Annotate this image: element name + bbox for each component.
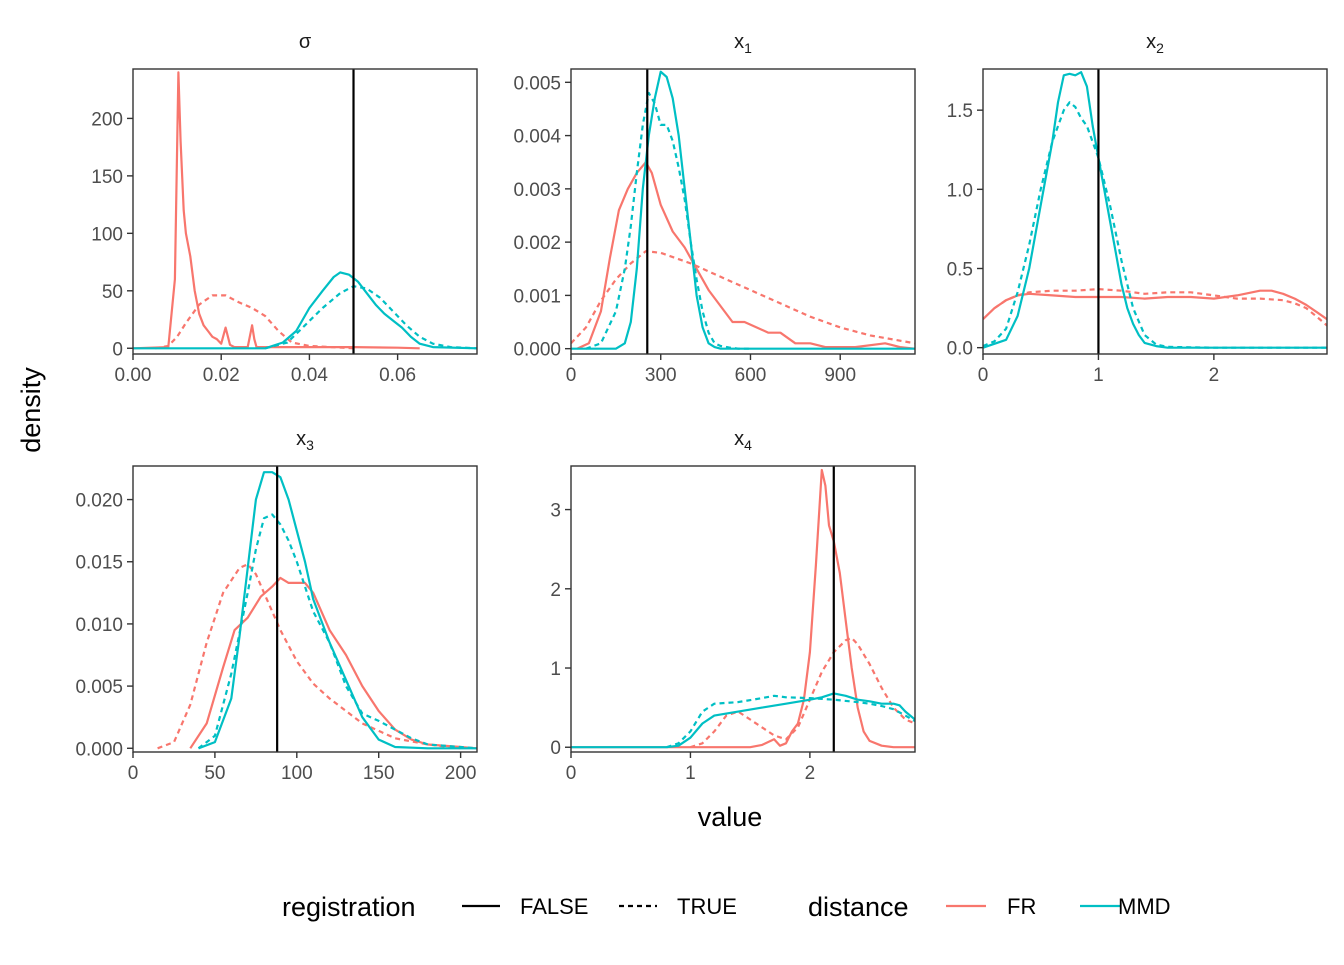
y-tick-label: 0: [112, 339, 123, 360]
density-line-mmd-false: [571, 692, 915, 749]
y-tick-label: 0.5: [947, 260, 973, 281]
panel-title: x2: [1146, 31, 1164, 56]
y-tick-label: 0.000: [75, 739, 123, 760]
panel-title: x3: [296, 428, 314, 453]
x-tick-label: 150: [363, 763, 395, 784]
x-tick-label: 0.02: [203, 365, 240, 386]
y-tick-label: 150: [91, 167, 123, 188]
density-line-fr-false: [133, 71, 420, 350]
series-group: [571, 70, 915, 350]
legend-label-fr: FR: [1007, 894, 1036, 919]
density-line-fr-false: [571, 468, 915, 749]
x-tick-label: 200: [445, 763, 477, 784]
panel-title-subscript: 2: [1156, 40, 1164, 56]
x-tick-label: 900: [824, 365, 856, 386]
panel-title-subscript: 4: [744, 437, 752, 453]
y-tick-label: 0.020: [75, 491, 123, 512]
y-tick-label: 50: [102, 282, 123, 303]
x-tick-label: 300: [645, 365, 677, 386]
x-tick-label: 50: [204, 763, 225, 784]
density-line-fr-true: [571, 250, 915, 345]
panel-title-subscript: 1: [744, 40, 752, 56]
y-tick-label: 0.010: [75, 615, 123, 636]
x-tick-label: 0.00: [115, 365, 152, 386]
density-line-mmd-true: [666, 694, 915, 749]
y-tick-label: 0.000: [513, 340, 561, 361]
y-tick-label: 1.0: [947, 180, 973, 201]
legend-label-mmd: MMD: [1118, 894, 1171, 919]
density-line-fr-false: [983, 289, 1327, 321]
density-line-fr-false: [576, 161, 915, 350]
panel-3: x2 0 1 2 0.0 0.5 1.0 1.5: [947, 31, 1328, 386]
x-tick-label: 0: [128, 763, 139, 784]
series-group: [983, 71, 1327, 349]
series-group: [157, 471, 477, 750]
series-group: [571, 468, 915, 749]
y-tick-label: 0.005: [513, 73, 561, 94]
x-axis-title: value: [698, 802, 763, 832]
panel-2: x1 0 300 600 900 0.000 0.001 0.002 0.003 0.004 0.0…: [513, 31, 916, 386]
density-line-mmd-false: [571, 70, 915, 350]
series-group: [133, 71, 477, 350]
density-line-mmd-true: [983, 101, 1327, 349]
legend: registration FALSE TRUE distance FR MMD: [282, 892, 1171, 922]
legend-label-true: TRUE: [677, 894, 737, 919]
density-line-fr-false: [189, 576, 477, 750]
x-tick-label: 0: [566, 365, 577, 386]
density-line-fr-true: [154, 294, 354, 350]
y-tick-label: 2: [550, 580, 561, 601]
panel-title: x1: [734, 31, 752, 56]
y-tick-label: 3: [550, 501, 561, 522]
y-axis-title: density: [16, 367, 46, 453]
y-tick-label: 1: [550, 659, 561, 680]
legend-title-registration: registration: [282, 892, 416, 922]
x-tick-label: 0.04: [291, 365, 328, 386]
y-tick-label: 0.015: [75, 553, 123, 574]
x-tick-label: 0.06: [379, 365, 416, 386]
x-tick-label: 100: [281, 763, 313, 784]
x-tick-label: 0: [978, 365, 989, 386]
density-line-mmd-false: [133, 271, 477, 350]
panel-border: [132, 68, 478, 355]
y-tick-label: 0.001: [513, 286, 561, 307]
legend-title-distance: distance: [808, 892, 909, 922]
x-tick-label: 2: [805, 763, 816, 784]
y-tick-label: 1.5: [947, 101, 973, 122]
panel-title-subscript: 3: [306, 437, 314, 453]
density-line-fr-true: [993, 288, 1327, 327]
density-line-mmd-true: [265, 285, 477, 350]
panel-border: [570, 68, 916, 355]
y-tick-label: 0.0: [947, 339, 973, 360]
x-tick-label: 1: [685, 763, 696, 784]
y-tick-label: 200: [91, 109, 123, 130]
panel-5: x4 0 1 2 0 1 2 3: [550, 428, 916, 784]
legend-label-false: FALSE: [520, 894, 588, 919]
panel-border: [132, 465, 478, 753]
panel-title: x4: [734, 428, 752, 453]
panel-border: [570, 465, 916, 753]
density-line-fr-true: [157, 563, 461, 750]
y-tick-label: 0.003: [513, 180, 561, 201]
panel-1: σ 0.00 0.02 0.04 0.06 0 50 100 150 200: [91, 31, 478, 386]
panel-title: σ: [299, 31, 312, 53]
density-line-mmd-false: [198, 471, 477, 750]
x-tick-label: 600: [735, 365, 767, 386]
x-tick-label: 0: [566, 763, 577, 784]
density-line-mmd-false: [983, 71, 1327, 349]
y-tick-label: 100: [91, 224, 123, 245]
density-line-mmd-true: [197, 513, 477, 750]
density-line-fr-true: [690, 636, 915, 749]
x-tick-label: 1: [1093, 365, 1104, 386]
panel-4: x3 0 50 100 150 200 0.000 0.005 0.010 0.015 0.020: [75, 428, 478, 784]
y-tick-label: 0.002: [513, 233, 561, 254]
y-tick-label: 0: [550, 738, 561, 759]
y-tick-label: 0.004: [513, 127, 561, 148]
x-tick-label: 2: [1209, 365, 1220, 386]
panel-border: [982, 68, 1328, 355]
y-tick-label: 0.005: [75, 677, 123, 698]
